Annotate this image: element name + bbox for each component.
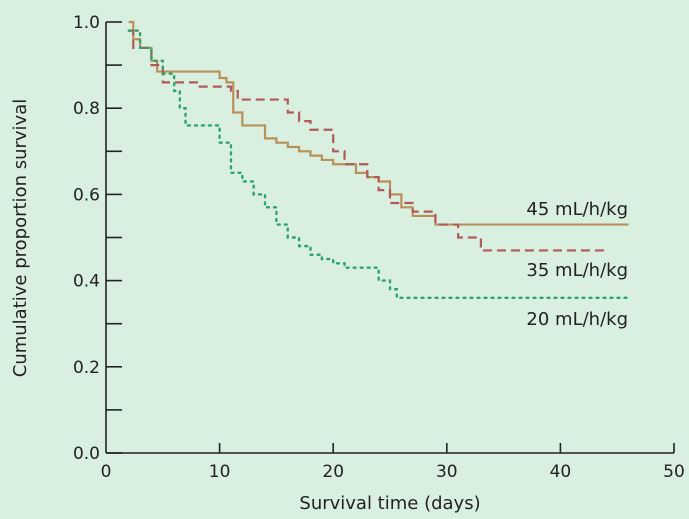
y-tick-label: 0.0: [73, 444, 100, 464]
series-label: 20 mL/h/kg: [526, 309, 628, 330]
y-axis-title: Cumulative proportion survival: [10, 99, 31, 377]
y-tick-label: 0.2: [73, 358, 100, 378]
x-tick-label: 40: [550, 462, 572, 482]
series-layer: 45 mL/h/kg 35 mL/h/kg 20 mL/h/kg: [127, 20, 630, 330]
x-axis-title: Survival time (days): [299, 493, 480, 514]
y-tick-label: 0.6: [73, 185, 100, 205]
series-line-35: [128, 29, 606, 252]
series-line-20: [127, 29, 630, 300]
y-tick-label: 1.0: [73, 13, 100, 33]
x-tick-label: 20: [322, 462, 344, 482]
x-tick-label: 30: [436, 462, 458, 482]
x-tick-label: 0: [101, 462, 112, 482]
series-label: 45 mL/h/kg: [526, 199, 628, 220]
plot-area: 0 10 20 30 40 50 0.0 0.2 0.4 0.6 0.8 1.0 45 mL/h/kg…: [73, 13, 685, 482]
series-line-45: [128, 20, 629, 226]
x-tick-label: 50: [663, 462, 685, 482]
y-tick-label: 0.8: [73, 99, 100, 119]
y-tick-label: 0.4: [73, 272, 100, 292]
x-tick-label: 10: [209, 462, 231, 482]
series-label: 35 mL/h/kg: [526, 260, 628, 281]
axis-ticks: 0 10 20 30 40 50 0.0 0.2 0.4 0.6 0.8 1.0: [73, 13, 685, 482]
